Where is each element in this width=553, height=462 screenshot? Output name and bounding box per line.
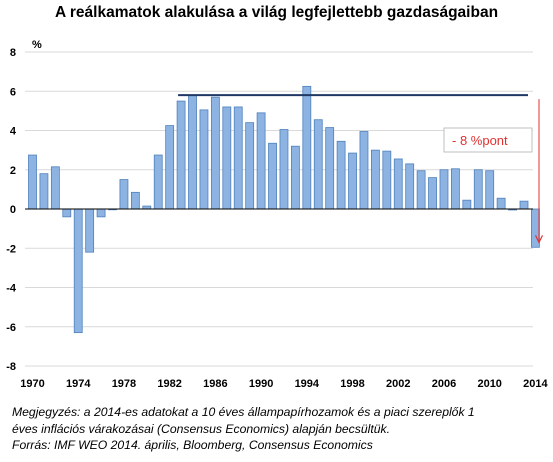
annotation-arrowhead xyxy=(534,235,544,244)
annotation: - 8 %pont xyxy=(443,99,544,244)
bar-1987 xyxy=(222,106,232,210)
bar-1989 xyxy=(245,122,255,210)
bar-2001 xyxy=(382,150,392,210)
y-tick-label: 4 xyxy=(10,126,17,138)
bar-2010 xyxy=(485,170,495,210)
bar-1978 xyxy=(119,179,129,210)
bar-1990 xyxy=(256,112,266,210)
bar-1997 xyxy=(336,140,346,210)
y-tick-label: -2 xyxy=(6,243,16,255)
bar-2005 xyxy=(428,177,437,210)
y-tick-label: 0 xyxy=(10,204,16,216)
x-tick-label: 1974 xyxy=(66,378,91,390)
source-line: Forrás: IMF WEO 2014. április, Bloomberg… xyxy=(12,438,373,452)
note-line-1: Megjegyzés: a 2014-es adatokat a 10 éves… xyxy=(12,405,475,419)
bar-1995 xyxy=(313,119,323,210)
bar-2002 xyxy=(393,158,403,210)
y-tick-label: 2 xyxy=(10,165,16,177)
y-tick-label: -8 xyxy=(6,361,16,373)
bar-2011 xyxy=(496,197,506,210)
y-tick-label: 8 xyxy=(10,47,16,59)
bar-1976 xyxy=(96,208,106,218)
annotation-box xyxy=(443,127,533,153)
bar-1975 xyxy=(85,208,95,253)
y-axis-unit-label: % xyxy=(32,39,42,51)
bar-1981 xyxy=(153,154,163,210)
bar-2007 xyxy=(451,168,460,210)
bar-1993 xyxy=(290,145,300,210)
chart-title: A reálkamatok alakulása a világ legfejle… xyxy=(54,4,499,21)
bar-2009 xyxy=(473,169,483,210)
bar-1984 xyxy=(188,94,197,210)
bar-2006 xyxy=(439,169,449,210)
bar-1988 xyxy=(233,106,243,210)
x-tick-label: 1990 xyxy=(249,378,273,390)
bar-2003 xyxy=(405,163,415,210)
bar-1971 xyxy=(39,173,49,210)
x-tick-label: 2010 xyxy=(477,378,501,390)
bar-1992 xyxy=(279,129,289,210)
bar-1999 xyxy=(359,131,369,210)
footnotes: Megjegyzés: a 2014-es adatokat a 10 éves… xyxy=(12,404,547,454)
y-tick-label: -4 xyxy=(6,283,17,295)
y-tick-label: -6 xyxy=(6,322,16,334)
bar-1972 xyxy=(50,166,60,210)
bar-1998 xyxy=(348,152,357,210)
bar-1983 xyxy=(176,100,186,210)
bar-2013 xyxy=(519,200,529,210)
x-tick-label: 2002 xyxy=(386,378,410,390)
bar-1982 xyxy=(165,125,175,210)
y-axis-tick-labels: -8 -6 -4 -2 0 2 4 6 8 xyxy=(6,47,17,373)
bar-1986 xyxy=(210,96,220,210)
grid-lines xyxy=(25,51,533,367)
bar-1970 xyxy=(28,154,37,210)
bar-1974 xyxy=(73,208,83,334)
y-tick-label: 6 xyxy=(10,86,16,98)
bar-1991 xyxy=(268,142,277,210)
x-tick-label: 2006 xyxy=(432,378,456,390)
bar-2008 xyxy=(462,199,472,210)
x-tick-label: 1978 xyxy=(112,378,136,390)
bars xyxy=(28,85,540,334)
x-tick-label: 1998 xyxy=(340,378,364,390)
x-tick-label: 1970 xyxy=(20,378,44,390)
bar-1994 xyxy=(302,85,312,210)
annotation-text: - 8 %pont xyxy=(452,133,508,148)
x-tick-label: 1994 xyxy=(295,378,320,390)
x-tick-label: 1986 xyxy=(203,378,227,390)
bar-1973 xyxy=(62,208,72,218)
bar-1979 xyxy=(130,191,140,210)
bar-2000 xyxy=(370,149,380,210)
bar-2004 xyxy=(416,170,426,210)
bar-1985 xyxy=(199,109,209,210)
bar-chart: -8 -6 -4 -2 0 2 4 6 8 % 1970 1974 1978 1982 1986 1990… xyxy=(6,39,548,390)
note-line-2: éves inflációs várakozásai (Consensus Ec… xyxy=(12,421,390,436)
x-tick-label: 2014 xyxy=(523,378,548,390)
x-tick-label: 1982 xyxy=(157,378,181,390)
bar-1996 xyxy=(325,127,335,210)
x-axis-tick-labels: 1970 1974 1978 1982 1986 1990 1994 1998 2002 2006… xyxy=(20,378,548,390)
